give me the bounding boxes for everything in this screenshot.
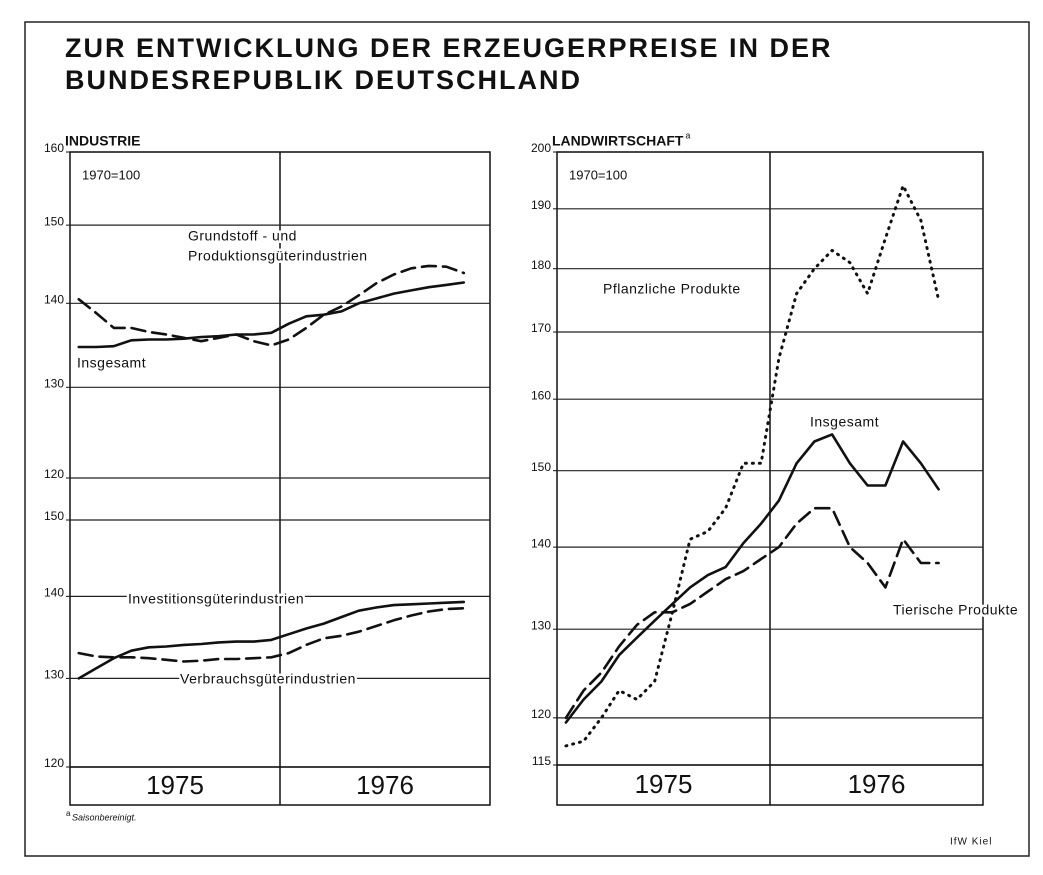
- y-tick-label: 120: [44, 467, 64, 481]
- x-tick-label: 1976: [848, 769, 906, 799]
- annotation: 1970=100: [569, 167, 627, 182]
- y-tick-label: 170: [531, 321, 551, 335]
- panel-title: LANDWIRTSCHAFT: [552, 133, 684, 149]
- y-tick-label: 150: [44, 509, 64, 523]
- series-label: Insgesamt: [77, 355, 146, 371]
- series-line: [564, 184, 941, 748]
- series-label: Tierische Produkte: [893, 602, 1018, 618]
- x-tick-label: 1976: [356, 770, 414, 800]
- y-tick-label: 120: [44, 756, 64, 770]
- y-tick-label: 160: [44, 141, 64, 155]
- y-tick-label: 130: [531, 618, 551, 632]
- panel-title-note: a: [685, 130, 690, 140]
- y-tick-label: 140: [44, 586, 64, 600]
- source: IfW Kiel: [950, 837, 992, 848]
- y-tick-label: 180: [531, 258, 551, 272]
- annotation: 1970=100: [82, 167, 140, 182]
- series-line: [77, 607, 466, 663]
- y-tick-label: 130: [44, 376, 64, 390]
- series-label: Pflanzliche Produkte: [603, 281, 741, 297]
- series-line: [77, 281, 466, 349]
- x-tick-label: 1975: [635, 769, 693, 799]
- frame: [24, 21, 1030, 857]
- y-tick-label: 150: [531, 460, 551, 474]
- series-label: Produktionsgüterindustrien: [188, 248, 368, 264]
- y-tick-label: 190: [531, 198, 551, 212]
- series-line: [77, 264, 466, 347]
- series-label: Grundstoff - und: [188, 228, 297, 244]
- panel-title: INDUSTRIE: [65, 133, 140, 149]
- series-label: Verbrauchsgüterindustrien: [180, 671, 356, 687]
- y-tick-label: 140: [44, 292, 64, 306]
- series-line: [77, 600, 466, 680]
- series-line: [564, 433, 940, 724]
- x-tick-label: 1975: [146, 770, 204, 800]
- y-tick-label: 130: [44, 668, 64, 682]
- y-tick-label: 160: [531, 388, 551, 402]
- title-line: BUNDESREPUBLIK DEUTSCHLAND: [65, 65, 582, 95]
- title-line: ZUR ENTWICKLUNG DER ERZEUGERPREISE IN DE…: [65, 33, 833, 63]
- y-tick-label: 115: [532, 754, 551, 768]
- y-tick-label: 120: [531, 707, 551, 721]
- footnote: Saisonbereinigt.: [72, 812, 137, 822]
- series-label: Investitionsgüterindustrien: [128, 591, 304, 607]
- series-line: [564, 506, 940, 720]
- y-tick-label: 150: [44, 214, 64, 228]
- series-label: Insgesamt: [810, 414, 879, 430]
- y-tick-label: 140: [531, 536, 551, 550]
- footnote-marker: a: [66, 809, 71, 818]
- y-tick-label: 200: [531, 141, 551, 155]
